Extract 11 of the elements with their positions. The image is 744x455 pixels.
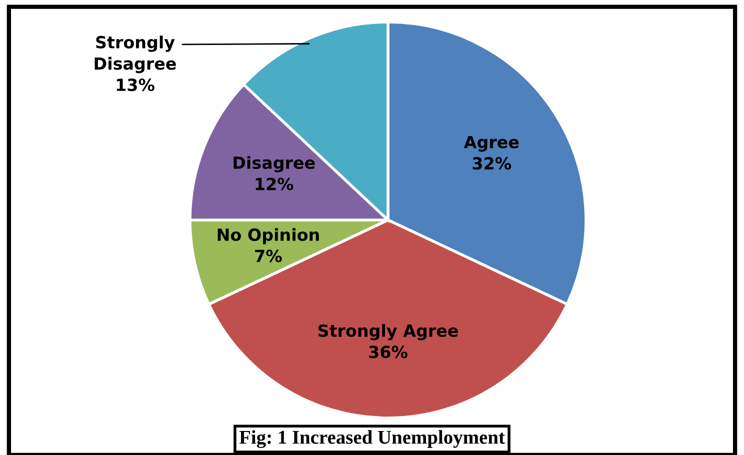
slice-label: Disagree — [234, 156, 315, 172]
slice-label: No Opinion — [218, 228, 319, 244]
text: Fig: 1 Increased Unemployment — [239, 430, 505, 448]
slice-label: Agree — [464, 136, 519, 152]
data-label: 7% — [255, 250, 282, 262]
data-label: 13% — [116, 78, 154, 92]
data-label: 36% — [369, 346, 408, 358]
data-label: 32% — [472, 157, 512, 170]
slice-label: Strongly Disagree — [94, 36, 176, 74]
data-label: 12% — [256, 178, 294, 190]
slice-label: Strongly Agree — [318, 324, 458, 340]
